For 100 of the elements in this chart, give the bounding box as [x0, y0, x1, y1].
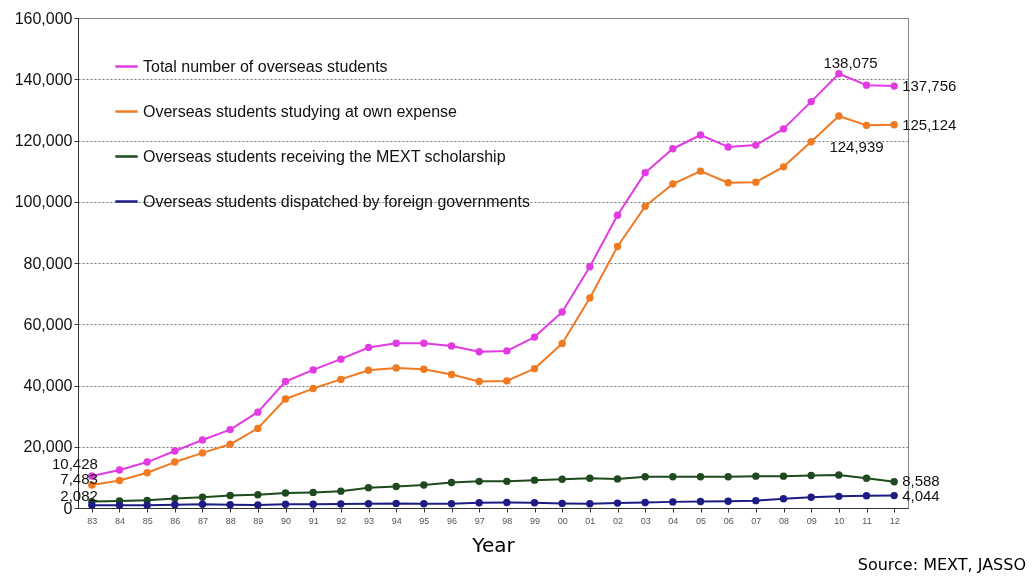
point — [613, 211, 622, 219]
point — [143, 469, 151, 477]
point — [309, 366, 317, 374]
point — [669, 180, 677, 188]
point — [503, 477, 511, 486]
data-label: 138,075 — [823, 54, 878, 72]
point — [447, 342, 456, 350]
x-tick-label: 94 — [391, 515, 402, 526]
point — [503, 498, 511, 507]
point — [558, 475, 566, 483]
point — [392, 499, 400, 508]
y-tick-label: 100,000 — [14, 193, 73, 211]
point — [392, 482, 400, 491]
point — [835, 70, 843, 78]
point — [641, 473, 649, 481]
point — [752, 178, 760, 186]
point — [309, 384, 317, 393]
point — [420, 500, 428, 508]
point — [558, 339, 566, 348]
point — [281, 500, 290, 509]
point — [890, 491, 898, 500]
x-tick-label: 91 — [308, 515, 319, 526]
point — [254, 424, 262, 433]
x-tick-label: 01 — [585, 515, 596, 526]
x-tick-label: 95 — [419, 515, 430, 526]
point — [337, 500, 345, 508]
data-label: 8,588 — [902, 471, 940, 489]
point — [281, 377, 290, 386]
point — [309, 500, 317, 509]
point — [171, 458, 179, 466]
point — [641, 498, 649, 507]
x-tick-label: 12 — [889, 515, 900, 526]
point — [724, 143, 732, 151]
x-tick-label: 05 — [695, 515, 707, 526]
point — [835, 112, 843, 120]
point — [530, 476, 539, 484]
point — [226, 500, 234, 509]
point — [586, 294, 594, 302]
point — [752, 472, 760, 480]
point — [835, 492, 843, 501]
y-tick-label: 140,000 — [14, 70, 73, 88]
point — [696, 497, 705, 506]
x-tick-label: 04 — [668, 515, 679, 526]
x-tick-label: 89 — [253, 515, 264, 526]
point — [862, 81, 871, 89]
point — [281, 395, 290, 403]
point — [586, 500, 594, 508]
point — [420, 481, 428, 489]
point — [613, 242, 622, 251]
point — [115, 466, 124, 474]
point — [475, 377, 483, 386]
x-tick-label: 93 — [363, 515, 375, 526]
point — [641, 202, 649, 211]
point — [420, 365, 428, 373]
point — [143, 501, 151, 509]
point — [558, 499, 566, 508]
point — [724, 179, 732, 187]
point — [447, 370, 456, 379]
x-tick-label: 06 — [723, 515, 734, 526]
point — [586, 474, 594, 482]
x-tick-label: 88 — [225, 515, 236, 526]
point — [724, 497, 732, 505]
point — [171, 500, 179, 509]
x-tick-label: 03 — [640, 515, 651, 526]
point — [890, 82, 898, 90]
data-label: 137,756 — [902, 77, 957, 95]
point — [669, 473, 677, 481]
point — [309, 488, 317, 497]
point — [226, 440, 234, 448]
point — [447, 500, 456, 508]
point — [530, 499, 539, 507]
legend-label: Total number of overseas students — [143, 57, 388, 75]
y-tick-label: 120,000 — [14, 132, 73, 149]
point — [558, 308, 566, 316]
x-tick-label: 96 — [446, 515, 458, 526]
point — [752, 496, 760, 505]
point — [890, 478, 898, 486]
x-tick-label: 08 — [778, 515, 790, 526]
point — [503, 377, 511, 385]
data-label: 124,939 — [829, 138, 884, 156]
x-tick-label: 99 — [529, 515, 541, 526]
point — [807, 471, 815, 480]
point — [447, 478, 456, 487]
point — [752, 141, 760, 149]
point — [281, 489, 290, 497]
legend-label: Overseas students dispatched by foreign governments — [143, 192, 530, 210]
point — [807, 138, 815, 146]
point — [613, 499, 622, 507]
point — [254, 408, 262, 416]
y-tick-label: 20,000 — [23, 438, 73, 456]
point — [696, 167, 705, 175]
point — [835, 471, 843, 479]
x-tick-label: 86 — [170, 515, 181, 526]
source-note: Source: MEXT, JASSO — [857, 555, 1026, 574]
point — [171, 447, 179, 455]
point — [198, 436, 207, 444]
point — [641, 168, 649, 177]
point — [226, 491, 234, 500]
point — [198, 493, 207, 501]
point — [530, 333, 539, 341]
